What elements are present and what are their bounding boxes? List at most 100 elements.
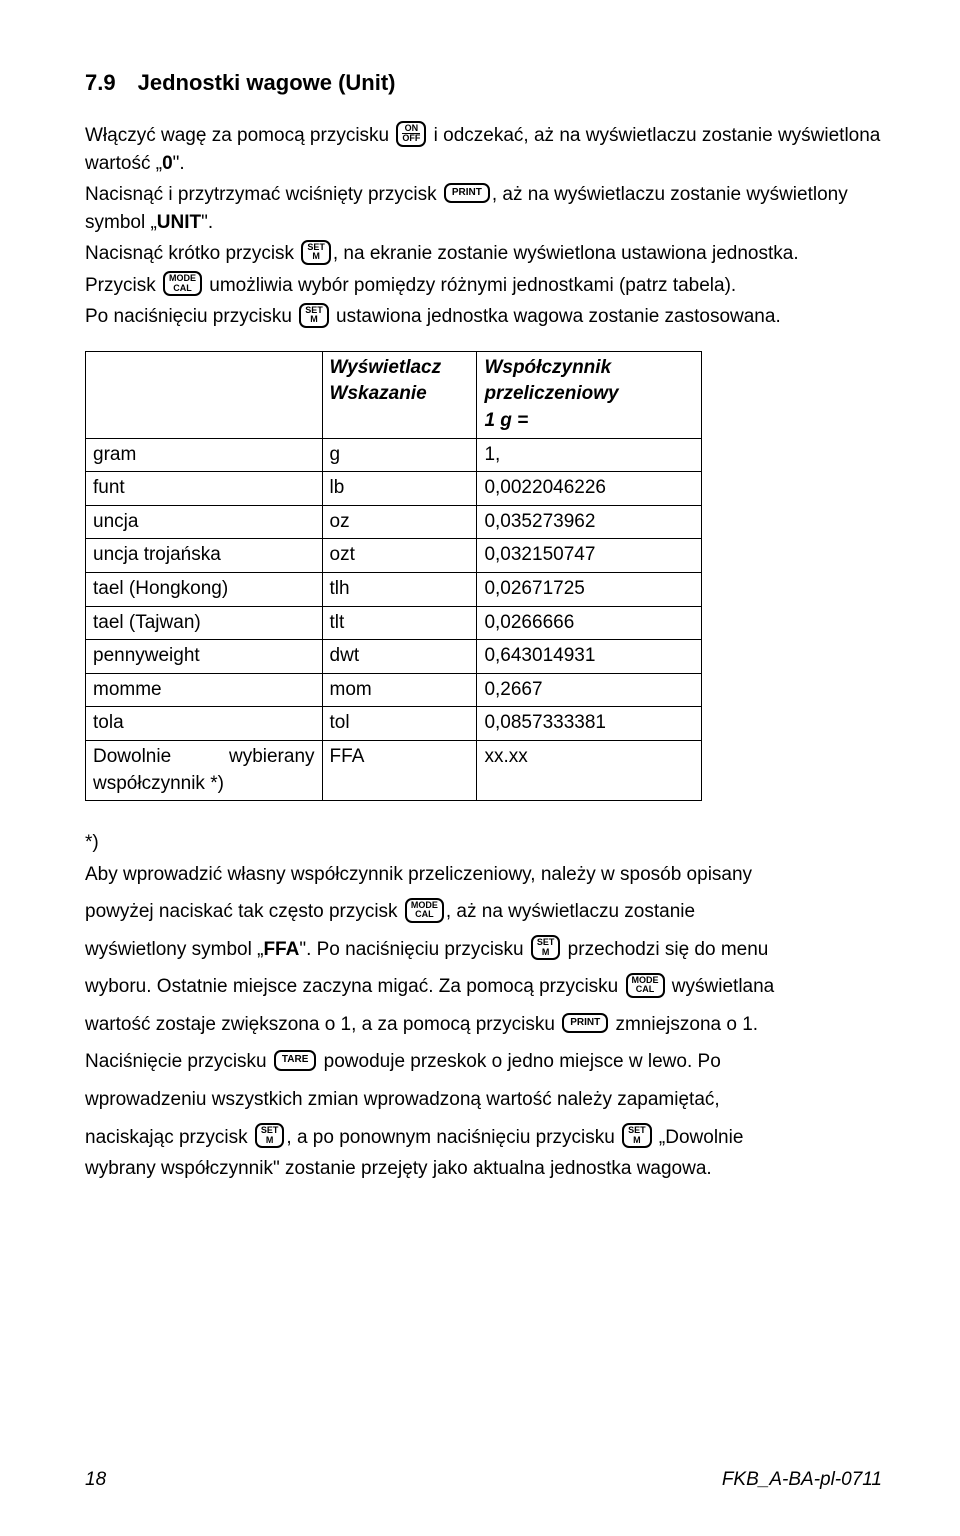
table-row: funtlb0,0022046226 — [86, 472, 702, 506]
footnote-marker: *) — [85, 829, 882, 857]
table-cell: g — [322, 438, 477, 472]
text: Nacisnąć krótko przycisk — [85, 243, 299, 264]
table-cell: uncja — [86, 505, 323, 539]
table-row: pennyweightdwt0,643014931 — [86, 640, 702, 674]
table-cell: 0,0857333381 — [477, 707, 702, 741]
paragraph: wartość zostaje zwiększona o 1, a za pom… — [85, 1011, 882, 1039]
table-cell: 0,2667 — [477, 673, 702, 707]
paragraph: Nacisnąć krótko przycisk SETM, na ekrani… — [85, 240, 882, 268]
table-header-row: WyświetlaczWskazanie Współczynnik przeli… — [86, 351, 702, 438]
text: naciskając przycisk — [85, 1127, 253, 1148]
mode-cal-icon: MODECAL — [405, 898, 444, 923]
paragraph: wyświetlony symbol „FFA". Po naciśnięciu… — [85, 936, 882, 964]
section-heading: 7.9 Jednostki wagowe (Unit) — [85, 70, 882, 96]
table-cell: uncja trojańska — [86, 539, 323, 573]
table-cell: 1, — [477, 438, 702, 472]
text: przechodzi się do menu — [562, 939, 768, 960]
paragraph: wprowadzeniu wszystkich zmian wprowadzon… — [85, 1086, 882, 1114]
table-header: WyświetlaczWskazanie — [322, 351, 477, 438]
table-cell: mom — [322, 673, 477, 707]
set-m-icon: SETM — [255, 1123, 285, 1148]
paragraph: Przycisk MODECAL umożliwia wybór pomiędz… — [85, 272, 882, 300]
text: wartość zostaje zwiększona o 1, a za pom… — [85, 1014, 560, 1035]
text: Nacisnąć i przytrzymać wciśnięty przycis… — [85, 184, 442, 205]
table-cell: Dowolniewybierany współczynnik *) — [86, 740, 323, 800]
table-header: Współczynnik przeliczeniowy1 g = — [477, 351, 702, 438]
text: wyświetlony symbol „ — [85, 939, 263, 960]
table-cell: tola — [86, 707, 323, 741]
mode-cal-icon: MODECAL — [163, 271, 202, 296]
text: Naciśnięcie przycisku — [85, 1051, 272, 1072]
table-row: tael (Hongkong)tlh0,02671725 — [86, 572, 702, 606]
text: , na ekranie zostanie wyświetlona ustawi… — [333, 243, 799, 264]
table-row: uncja trojańskaozt0,032150747 — [86, 539, 702, 573]
units-table: WyświetlaczWskazanie Współczynnik przeli… — [85, 351, 702, 801]
text: ". — [201, 212, 213, 233]
text: powyżej naciskać tak często przycisk — [85, 901, 403, 922]
table-row: tael (Tajwan)tlt0,0266666 — [86, 606, 702, 640]
paragraph: naciskając przycisk SETM, a po ponownym … — [85, 1124, 882, 1152]
set-m-icon: SETM — [531, 935, 561, 960]
table-cell: tlt — [322, 606, 477, 640]
bold-text: FFA — [263, 939, 299, 960]
paragraph: Nacisnąć i przytrzymać wciśnięty przycis… — [85, 181, 882, 236]
text: ". — [173, 153, 185, 174]
text: Przycisk — [85, 275, 161, 296]
table-row: gramg1, — [86, 438, 702, 472]
text: , a po ponownym naciśnięciu przycisku — [286, 1127, 620, 1148]
set-m-icon: SETM — [301, 240, 331, 265]
bold-text: 0 — [162, 153, 173, 174]
text: , aż na wyświetlaczu zostanie — [446, 901, 695, 922]
table-cell: 0,035273962 — [477, 505, 702, 539]
table-cell: xx.xx — [477, 740, 702, 800]
paragraph: Po naciśnięciu przycisku SETM ustawiona … — [85, 303, 882, 331]
table-cell: funt — [86, 472, 323, 506]
page-number: 18 — [85, 1469, 106, 1491]
text: zmniejszona o 1. — [610, 1014, 758, 1035]
table-cell: 0,643014931 — [477, 640, 702, 674]
table-cell: 0,02671725 — [477, 572, 702, 606]
table-cell: momme — [86, 673, 323, 707]
paragraph: Aby wprowadzić własny współczynnik przel… — [85, 861, 882, 889]
print-icon: PRINT — [562, 1013, 608, 1034]
table-cell: pennyweight — [86, 640, 323, 674]
table-cell: ozt — [322, 539, 477, 573]
table-row: tolatol0,0857333381 — [86, 707, 702, 741]
bold-text: UNIT — [157, 212, 201, 233]
text: powoduje przeskok o jedno miejsce w lewo… — [318, 1051, 720, 1072]
print-icon: PRINT — [444, 183, 490, 204]
paragraph: Włączyć wagę za pomocą przycisku ONOFF i… — [85, 122, 882, 177]
table-cell: 0,032150747 — [477, 539, 702, 573]
set-m-icon: SETM — [622, 1123, 652, 1148]
table-cell: 0,0022046226 — [477, 472, 702, 506]
table-cell: lb — [322, 472, 477, 506]
heading-title: Jednostki wagowe (Unit) — [138, 70, 396, 96]
paragraph: Naciśnięcie przycisku TARE powoduje prze… — [85, 1048, 882, 1076]
paragraph: wyboru. Ostatnie miejsce zaczyna migać. … — [85, 973, 882, 1001]
text: umożliwia wybór pomiędzy różnymi jednost… — [204, 275, 736, 296]
text: Po naciśnięciu przycisku — [85, 306, 297, 327]
table-cell: tlh — [322, 572, 477, 606]
table-cell: oz — [322, 505, 477, 539]
paragraph: wybrany współczynnik" zostanie przejęty … — [85, 1155, 882, 1183]
table-row: mommemom0,2667 — [86, 673, 702, 707]
table-cell: gram — [86, 438, 323, 472]
table-cell: 0,0266666 — [477, 606, 702, 640]
doc-code: FKB_A-BA-pl-0711 — [722, 1469, 882, 1491]
text: ustawiona jednostka wagowa zostanie zast… — [331, 306, 781, 327]
text: Włączyć wagę za pomocą przycisku — [85, 125, 394, 146]
table-cell: FFA — [322, 740, 477, 800]
set-m-icon: SETM — [299, 303, 329, 328]
table-cell: tol — [322, 707, 477, 741]
on-off-icon: ONOFF — [396, 121, 426, 147]
page-footer: 18 FKB_A-BA-pl-0711 — [85, 1469, 882, 1491]
tare-icon: TARE — [274, 1050, 316, 1071]
text: ". Po naciśnięciu przycisku — [299, 939, 529, 960]
mode-cal-icon: MODECAL — [626, 973, 665, 998]
table-row: uncjaoz0,035273962 — [86, 505, 702, 539]
table-cell: dwt — [322, 640, 477, 674]
table-row: Dowolniewybierany współczynnik *) FFA xx… — [86, 740, 702, 800]
table-cell: tael (Hongkong) — [86, 572, 323, 606]
heading-number: 7.9 — [85, 70, 116, 96]
table-header-empty — [86, 351, 323, 438]
